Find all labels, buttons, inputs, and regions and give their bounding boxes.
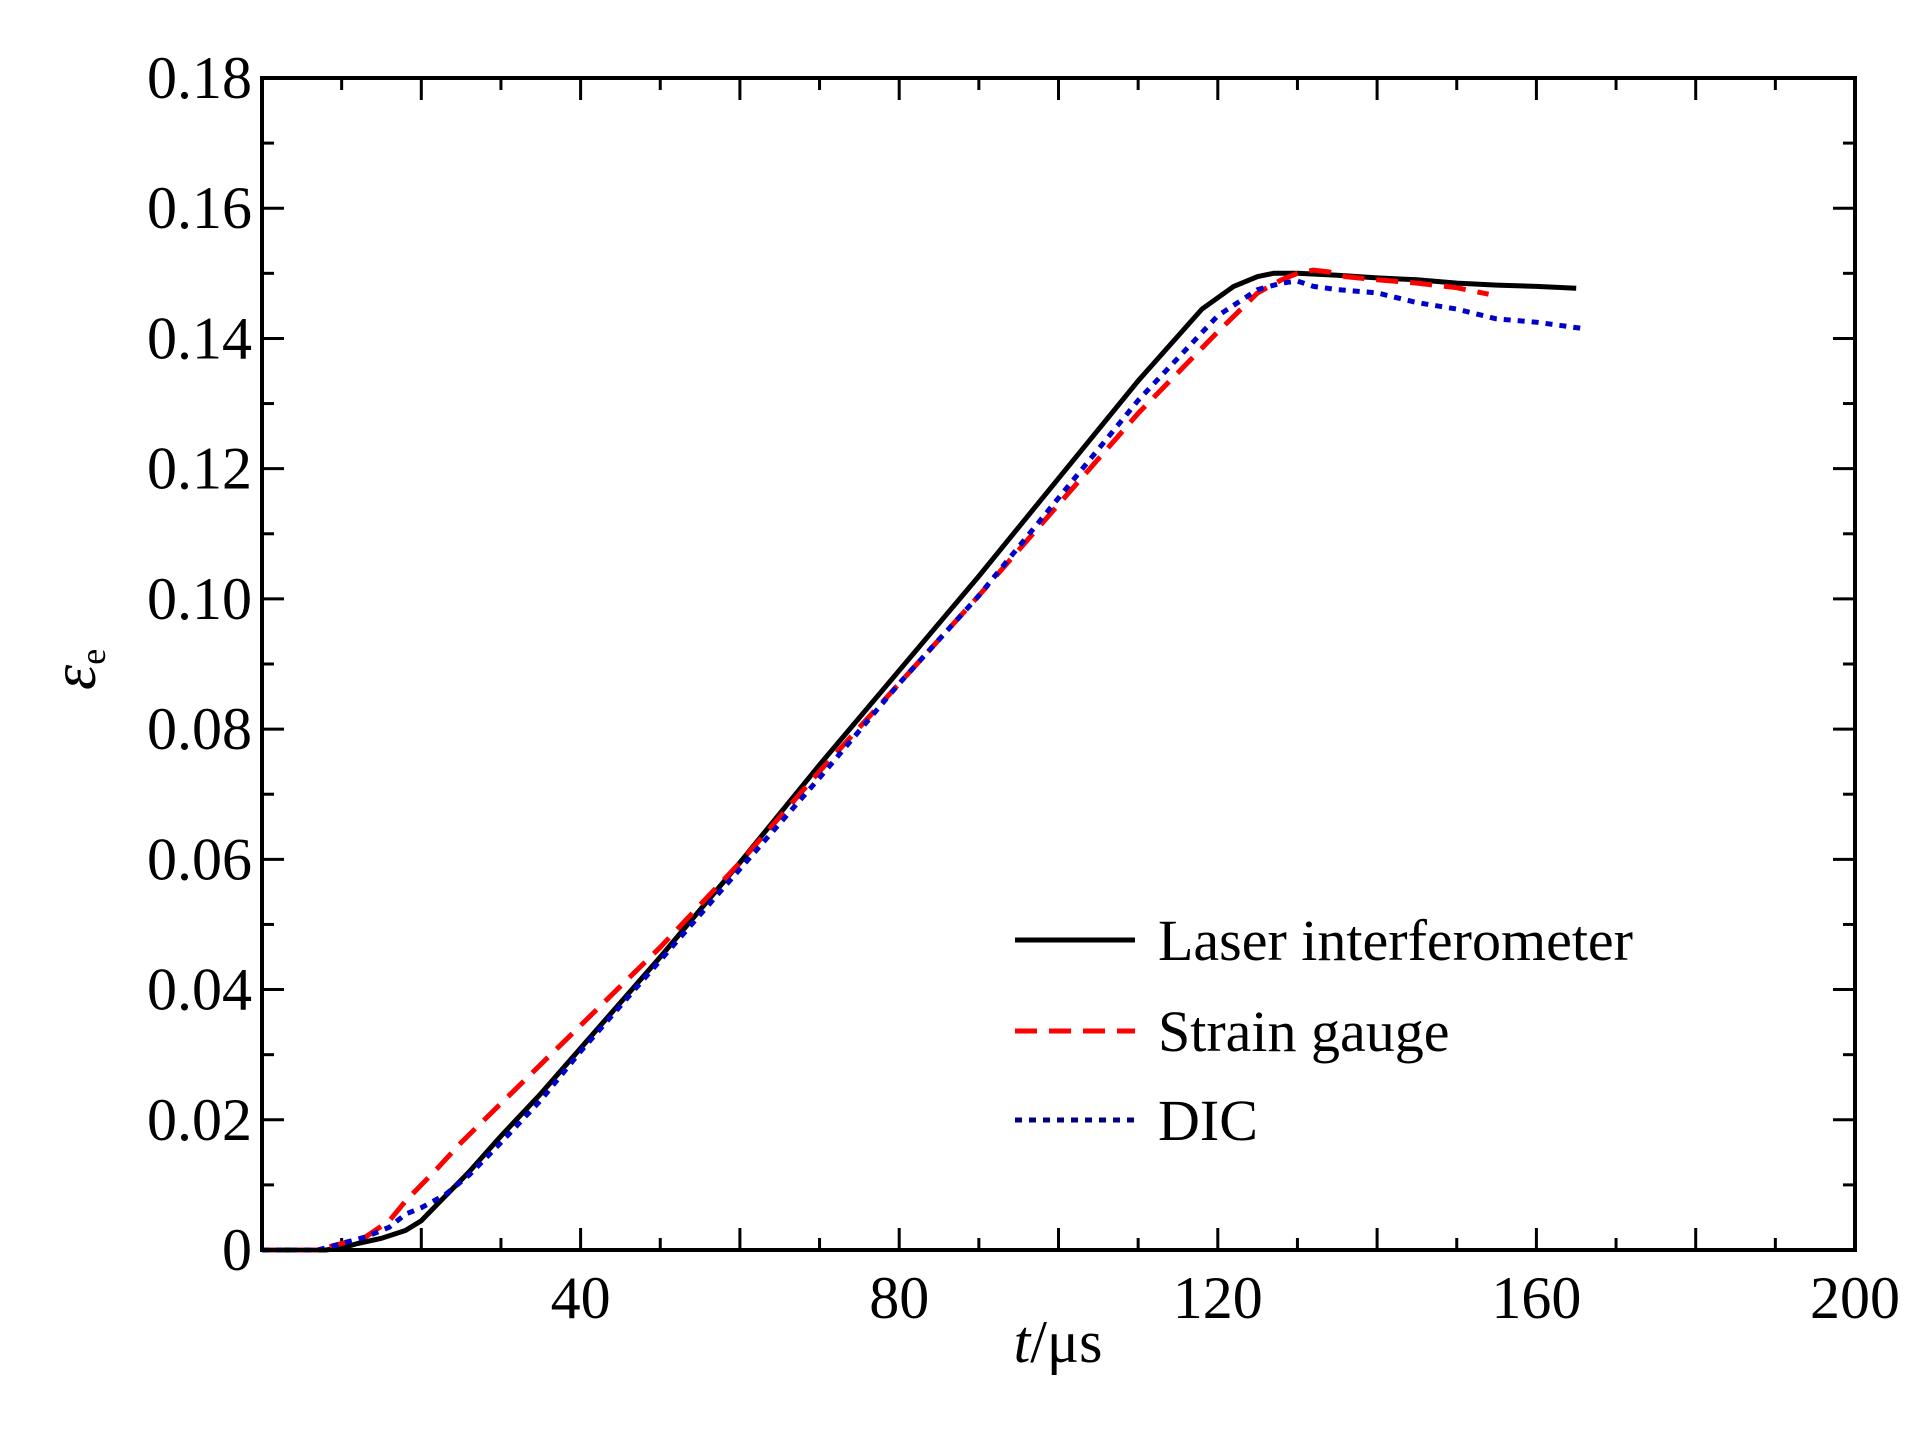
y-tick-labels: 0 0.02 0.04 0.06 0.08 0.10 0.12 0.14 0.16 0.18: [147, 45, 252, 1283]
legend: Laser interferometer Strain gauge DIC: [1015, 908, 1633, 1153]
legend-item-strain-gauge: Strain gauge: [1015, 999, 1450, 1064]
y-tick-label: 0.14: [147, 305, 252, 371]
plot-frame: [260, 76, 1857, 1252]
x-tick-label: 160: [1491, 1265, 1581, 1331]
legend-label-dic: DIC: [1158, 1088, 1258, 1153]
legend-item-dic: DIC: [1015, 1088, 1258, 1153]
y-tick-label: 0.16: [147, 175, 252, 241]
x-axis-label-unit: /μs: [1030, 1309, 1102, 1375]
series-lines: [262, 267, 1585, 1253]
x-tick-label: 40: [551, 1265, 611, 1331]
y-axis-label: εe: [38, 649, 113, 690]
x-tick-labels: 40 80 120 160 200: [551, 1265, 1900, 1331]
x-axis-label: t/μs: [1014, 1309, 1103, 1375]
legend-label-laser: Laser interferometer: [1158, 908, 1633, 973]
y-tick-label: 0.12: [147, 436, 252, 502]
y-tick-label: 0.02: [147, 1087, 252, 1153]
legend-label-strain-gauge: Strain gauge: [1158, 999, 1450, 1064]
legend-item-laser: Laser interferometer: [1015, 908, 1633, 973]
y-axis-label-subscript: e: [73, 649, 113, 665]
y-tick-label: 0.04: [147, 957, 252, 1023]
x-tick-label: 80: [869, 1265, 929, 1331]
y-tick-label: 0.08: [147, 696, 252, 762]
series-line-strain-gauge: [262, 267, 1490, 1253]
y-tick-label: 0: [222, 1217, 252, 1283]
x-tick-label: 120: [1173, 1265, 1263, 1331]
y-tick-label: 0.06: [147, 826, 252, 892]
y-tick-label: 0.18: [147, 45, 252, 111]
series-line-laser-interferometer: [262, 270, 1577, 1253]
x-tick-label: 200: [1810, 1265, 1900, 1331]
x-axis-label-variable: t: [1014, 1309, 1032, 1375]
y-axis-label-symbol: ε: [38, 664, 109, 690]
y-tick-label: 0.10: [147, 566, 252, 632]
